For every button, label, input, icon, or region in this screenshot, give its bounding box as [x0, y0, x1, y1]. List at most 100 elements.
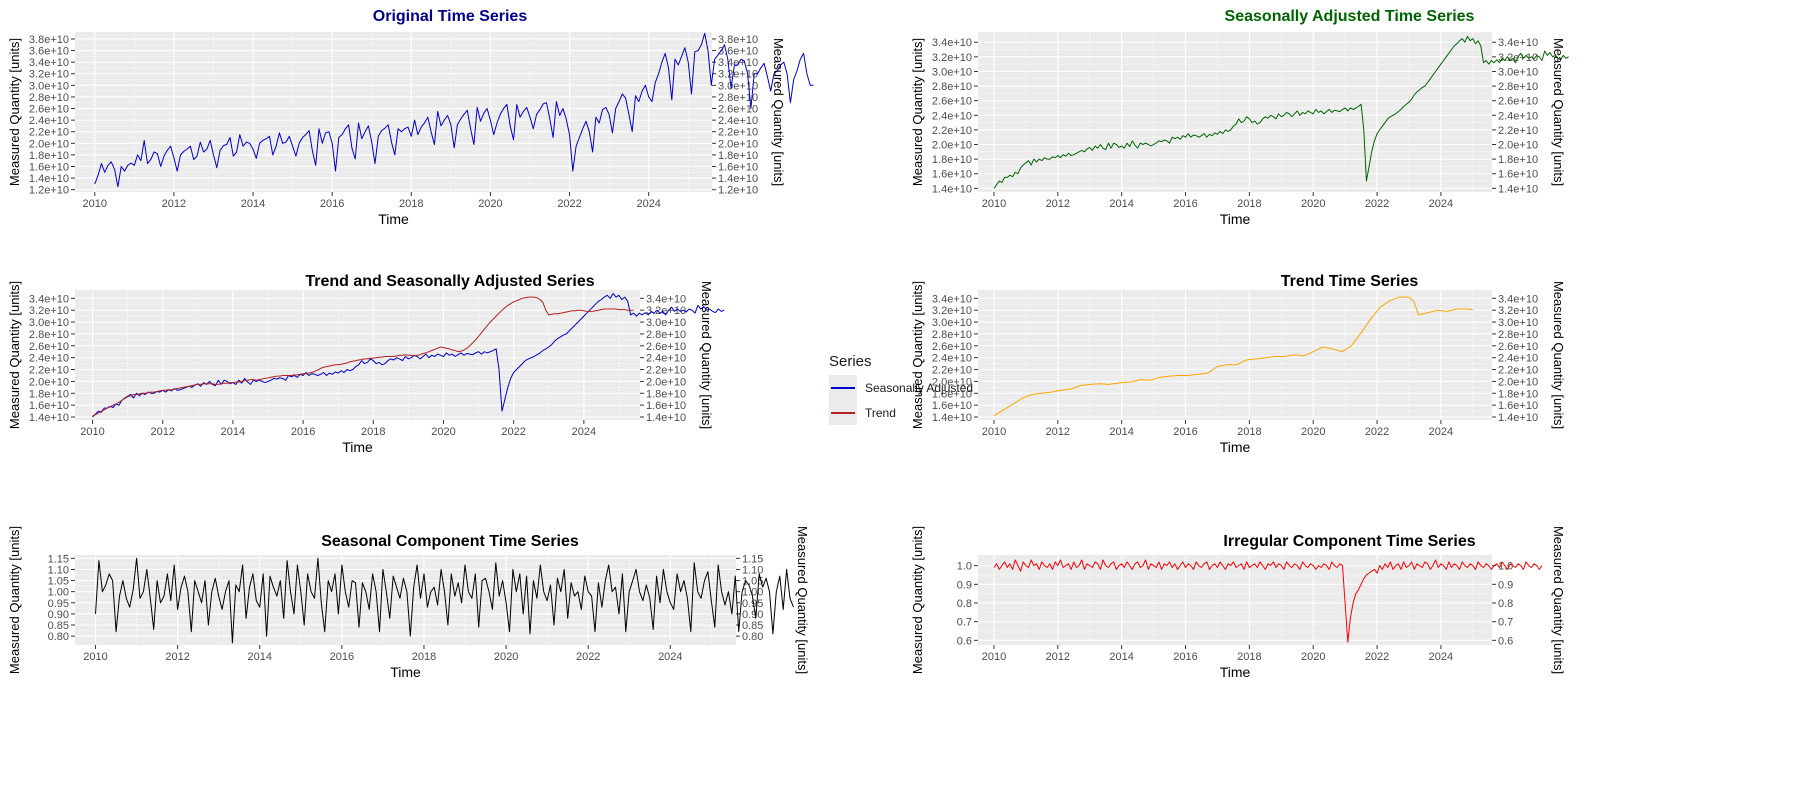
- y-tick-label-right: 2.6e+10: [1498, 96, 1538, 108]
- y-tick-label-left: 2.4e+10: [932, 110, 972, 122]
- y-tick-label-left: 1.6e+10: [932, 169, 972, 181]
- x-tick-label: 2010: [982, 651, 1006, 663]
- y-tick-label-right: 3.0e+10: [1498, 317, 1538, 329]
- x-tick-label: 2020: [1301, 426, 1325, 438]
- x-tick-label: 2024: [1429, 426, 1453, 438]
- y-tick-label-left: 2.0e+10: [29, 376, 69, 388]
- legend-label-sa: Seasonally Adjusted: [865, 381, 974, 395]
- y-tick-label-left: 3.2e+10: [932, 52, 972, 64]
- x-tick-label: 2010: [982, 426, 1006, 438]
- y-tick-label-right: 2.4e+10: [718, 115, 758, 127]
- y-tick-label-left: 2.8e+10: [932, 81, 972, 93]
- y-tick-label-left: 1.05: [48, 576, 69, 588]
- chart-trend-and-sa: Trend and Seasonally Adjusted Series 201…: [0, 265, 1000, 525]
- y-tick-label-left: 3.2e+10: [29, 69, 69, 81]
- y-tick-label-left: 1.2e+10: [29, 185, 69, 197]
- y-tick-label-left: 3.2e+10: [932, 305, 972, 317]
- x-tick-label: 2022: [501, 426, 525, 438]
- x-tick-label: 2012: [1046, 426, 1070, 438]
- y-tick-label-left: 2.2e+10: [29, 127, 69, 139]
- y-tick-label-right: 1.2e+10: [718, 185, 758, 197]
- legend-key-trend: [829, 400, 857, 425]
- x-tick-label: 2016: [1173, 198, 1197, 210]
- x-tick-label: 2014: [248, 651, 272, 663]
- y-axis-label-right: Measured Quantity [units]: [1551, 38, 1566, 186]
- legend-title: Series: [829, 353, 872, 370]
- y-tick-label-left: 0.7: [957, 617, 972, 629]
- x-tick-label: 2016: [1173, 651, 1197, 663]
- y-tick-label-left: 0.6: [957, 635, 972, 647]
- x-tick-label: 2012: [150, 426, 174, 438]
- series-line-seasonal: [95, 557, 794, 644]
- y-tick-label-right: 0.7: [1498, 617, 1513, 629]
- chart-irregular: Irregular Component Time Series 2010 2012…: [900, 525, 1799, 791]
- x-axis-label: Time: [390, 664, 421, 680]
- y-tick-label-right: 3.0e+10: [646, 317, 686, 329]
- y-tick-label-right: 3.6e+10: [718, 46, 758, 58]
- y-tick-label-right: 1.6e+10: [1498, 400, 1538, 412]
- x-tick-label: 2018: [1237, 651, 1261, 663]
- x-tick-label: 2018: [399, 198, 423, 210]
- x-tick-label: 2018: [1237, 198, 1261, 210]
- y-tick-label-right: 1.8e+10: [718, 150, 758, 162]
- y-tick-label-left: 3.0e+10: [932, 66, 972, 78]
- x-tick-label: 2014: [221, 426, 245, 438]
- x-tick-label: 2014: [1109, 651, 1133, 663]
- legend: Series Seasonally Adjusted Trend: [823, 345, 1003, 425]
- y-tick-label-right: 3.4e+10: [718, 57, 758, 69]
- y-tick-label-left: 3.4e+10: [29, 293, 69, 305]
- x-tick-label: 2012: [1046, 651, 1070, 663]
- x-tick-label: 2016: [1173, 426, 1197, 438]
- y-tick-label-right: 2.2e+10: [1498, 125, 1538, 137]
- y-tick-label-right: 2.0e+10: [646, 376, 686, 388]
- x-tick-label: 2022: [1365, 426, 1389, 438]
- plot-svg: 2010 2012 2014 2016 2018 2020 2022 2024 0.6 0.6 0.…: [910, 526, 1566, 680]
- y-tick-label-right: 2.2e+10: [646, 365, 686, 377]
- x-tick-label: 2020: [494, 651, 518, 663]
- y-tick-label-left: 2.8e+10: [932, 329, 972, 341]
- x-tick-label: 2016: [291, 426, 315, 438]
- x-tick-label: 2010: [83, 651, 107, 663]
- y-tick-label-left: 1.4e+10: [932, 183, 972, 195]
- chart-seasonal: Seasonal Component Time Series 2010 2012 2…: [0, 525, 900, 791]
- y-tick-label-left: 1.0: [957, 561, 972, 573]
- y-axis-label-left: Measured Quantity [units]: [7, 38, 22, 186]
- y-tick-label-right: 3.4e+10: [1498, 37, 1538, 49]
- y-tick-label-right: 2.0e+10: [1498, 140, 1538, 152]
- y-tick-label-left: 2.0e+10: [932, 376, 972, 388]
- chart-original: Original Time Series 2010 2012 2014 2016 201…: [0, 0, 900, 265]
- x-axis-label: Time: [1220, 664, 1251, 680]
- y-tick-label-right: 3.4e+10: [646, 293, 686, 305]
- y-tick-label-left: 1.8e+10: [29, 150, 69, 162]
- y-tick-label-left: 3.6e+10: [29, 46, 69, 58]
- x-axis-label: Time: [342, 439, 373, 455]
- x-tick-label: 2022: [1365, 651, 1389, 663]
- x-tick-label: 2020: [1301, 198, 1325, 210]
- x-tick-label: 2024: [1429, 651, 1453, 663]
- y-tick-label-left: 3.4e+10: [29, 57, 69, 69]
- chart-title: Original Time Series: [372, 8, 528, 25]
- y-tick-label-right: 2.6e+10: [1498, 341, 1538, 353]
- y-tick-label-left: 3.0e+10: [932, 317, 972, 329]
- y-tick-label-left: 3.2e+10: [29, 305, 69, 317]
- y-tick-label-left: 0.95: [48, 598, 69, 610]
- y-tick-label-right: 2.0e+10: [1498, 376, 1538, 388]
- y-tick-label-left: 3.0e+10: [29, 80, 69, 92]
- y-tick-label-right: 2.8e+10: [1498, 81, 1538, 93]
- x-tick-label: 2010: [80, 426, 104, 438]
- x-tick-label: 2012: [1046, 198, 1070, 210]
- plot-svg: 2010 2012 2014 2016 2018 2020 2022 2024 0.80 0.80…: [7, 526, 810, 680]
- x-tick-label: 2010: [982, 198, 1006, 210]
- plot-background: [978, 32, 1492, 192]
- y-tick-label-left: 1.10: [48, 564, 69, 576]
- y-tick-label-right: 2.2e+10: [718, 127, 758, 139]
- y-tick-label-left: 0.9: [957, 579, 972, 591]
- y-tick-label-right: 3.0e+10: [718, 80, 758, 92]
- y-tick-label-left: 0.85: [48, 620, 69, 632]
- y-tick-label-right: 2.2e+10: [1498, 365, 1538, 377]
- chart-title: Seasonal Component Time Series: [321, 533, 579, 550]
- y-tick-label-left: 1.6e+10: [29, 400, 69, 412]
- y-tick-label-right: 0.8: [1498, 598, 1513, 610]
